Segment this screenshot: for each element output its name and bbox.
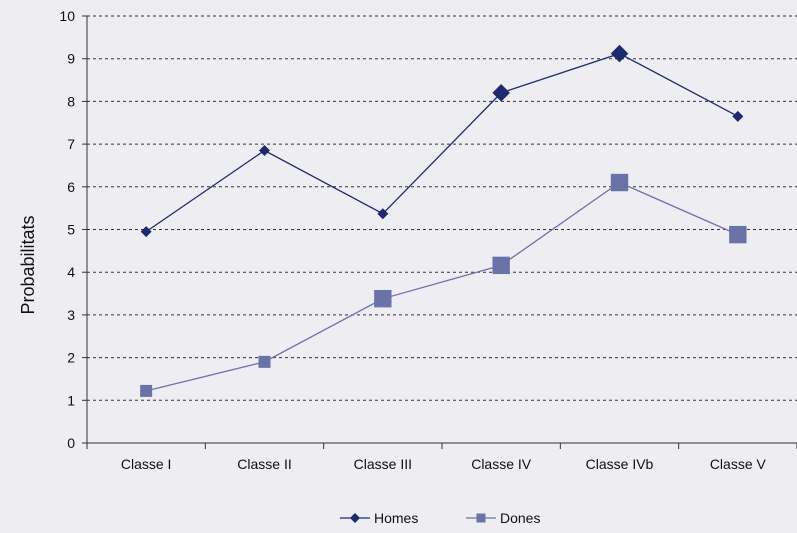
legend-item-dones: Dones <box>466 510 540 526</box>
legend: Homes Dones <box>340 510 540 526</box>
data-point-diamond <box>492 84 510 102</box>
y-tick-label: 10 <box>59 8 75 24</box>
x-tick-label: Classe II <box>237 456 291 472</box>
x-tick-label: Classe III <box>354 456 412 472</box>
y-tick-label: 0 <box>67 435 75 451</box>
data-point-diamond <box>377 208 389 220</box>
x-tick-label: Classe IVb <box>586 456 654 472</box>
grid-lines <box>87 15 797 401</box>
data-point-square <box>258 355 271 368</box>
data-point-diamond <box>259 145 270 157</box>
data-point-square <box>492 256 510 275</box>
series-line <box>146 181 739 392</box>
data-point-square <box>140 384 153 397</box>
y-tick-label: 8 <box>67 93 75 109</box>
series-dones <box>140 173 747 397</box>
axes <box>82 15 797 449</box>
legend-marker <box>476 513 486 523</box>
legend-item-homes: Homes <box>340 510 418 526</box>
y-tick-labels: 0 1 2 3 4 5 6 7 8 9 10 <box>59 8 75 451</box>
y-tick-label: 4 <box>67 264 75 280</box>
legend-label: Dones <box>500 510 540 526</box>
y-axis-title: Probabilitats <box>18 215 38 314</box>
legend-marker <box>350 513 360 523</box>
x-tick-label: Classe IV <box>471 456 532 472</box>
y-tick-label: 7 <box>67 136 75 152</box>
y-tick-label: 9 <box>67 51 75 67</box>
data-point-square <box>374 289 392 308</box>
legend-label: Homes <box>374 510 418 526</box>
x-tick-labels: Classe I Classe II Classe III Classe IV Clas… <box>121 456 767 472</box>
data-point-square <box>729 225 747 244</box>
y-tick-label: 1 <box>67 392 75 408</box>
x-tick-label: Classe V <box>710 456 767 472</box>
series-homes <box>140 44 744 238</box>
y-tick-label: 3 <box>67 307 75 323</box>
y-tick-label: 5 <box>67 222 75 238</box>
data-point-diamond <box>610 44 629 63</box>
series <box>140 44 747 397</box>
y-tick-label: 2 <box>67 350 75 366</box>
data-point-square <box>610 173 629 192</box>
x-tick-label: Classe I <box>121 456 172 472</box>
data-point-diamond <box>140 226 152 238</box>
data-point-diamond <box>732 110 744 122</box>
y-tick-label: 6 <box>67 179 75 195</box>
series-line <box>145 52 739 233</box>
